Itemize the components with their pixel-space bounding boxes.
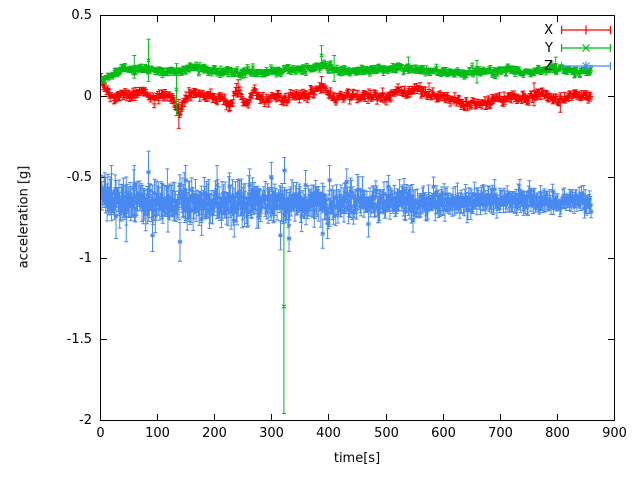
errorbar-sample-asterisk-icon [561,61,612,71]
legend-entry-z: Z [544,57,612,75]
legend-label-z: Z [544,58,553,74]
legend: X Y Z [544,21,612,75]
x-axis-label: time[s] [333,451,381,466]
legend-entry-y: Y [544,39,612,57]
legend-label-x: X [544,22,553,38]
legend-entry-x: X [544,21,612,39]
errorbar-sample-cross-icon [561,44,612,52]
errorbar-sample-plus-icon [561,25,612,35]
y-axis-label: acceleration [g] [16,165,32,269]
legend-label-y: Y [545,40,553,56]
